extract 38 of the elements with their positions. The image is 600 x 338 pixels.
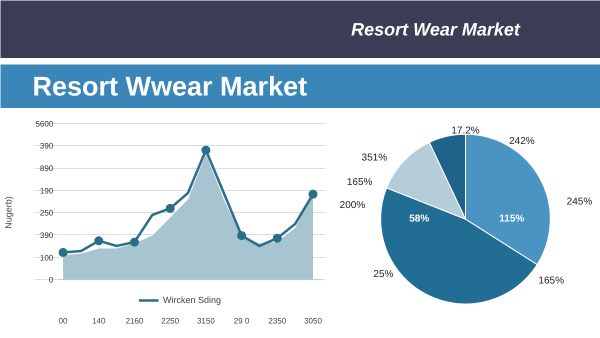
text: 245%: [566, 196, 592, 208]
text: 200%: [340, 200, 366, 211]
point: [58, 248, 68, 257]
y-axis-title: Nugerb): [3, 196, 14, 229]
text: 165%: [346, 176, 373, 188]
text: 115%: [499, 214, 524, 225]
annotation: 190: [40, 186, 54, 196]
legend-label: Wircken Sding: [162, 295, 222, 305]
annotation: 100: [40, 253, 54, 262]
text: 351%: [362, 152, 388, 164]
annotation: 390: [40, 142, 54, 151]
point: [94, 236, 104, 246]
point: [201, 146, 210, 155]
text: 25%: [373, 268, 394, 280]
chart-subtitle: Resort Wwear Market: [32, 72, 308, 102]
point: [272, 234, 282, 243]
text: 165%: [538, 276, 564, 287]
annotation: 890: [40, 164, 54, 174]
chart-title: Resort Wear Market: [351, 20, 521, 40]
text: 242%: [509, 136, 535, 147]
x-tick-label: 2350: [268, 316, 287, 326]
text: 17.2%: [451, 125, 480, 136]
point: [237, 231, 246, 240]
point: [166, 204, 175, 213]
text: 58%: [409, 214, 430, 225]
point: [308, 190, 318, 199]
x-tick-label: 00: [58, 316, 68, 326]
x-tick-label: 140: [92, 316, 106, 326]
annotation: 390: [40, 230, 54, 240]
x-tick-label: 2250: [161, 316, 180, 326]
x-tick-label: 29 0: [234, 316, 250, 326]
x-tick-label: 3050: [304, 316, 322, 326]
text: 5600: [35, 119, 54, 128]
x-tick-label: 3150: [196, 316, 216, 326]
point: [130, 238, 139, 247]
annotation: 0: [48, 276, 54, 285]
annotation: 250: [40, 208, 54, 218]
x-tick-label: 2160: [126, 316, 144, 326]
